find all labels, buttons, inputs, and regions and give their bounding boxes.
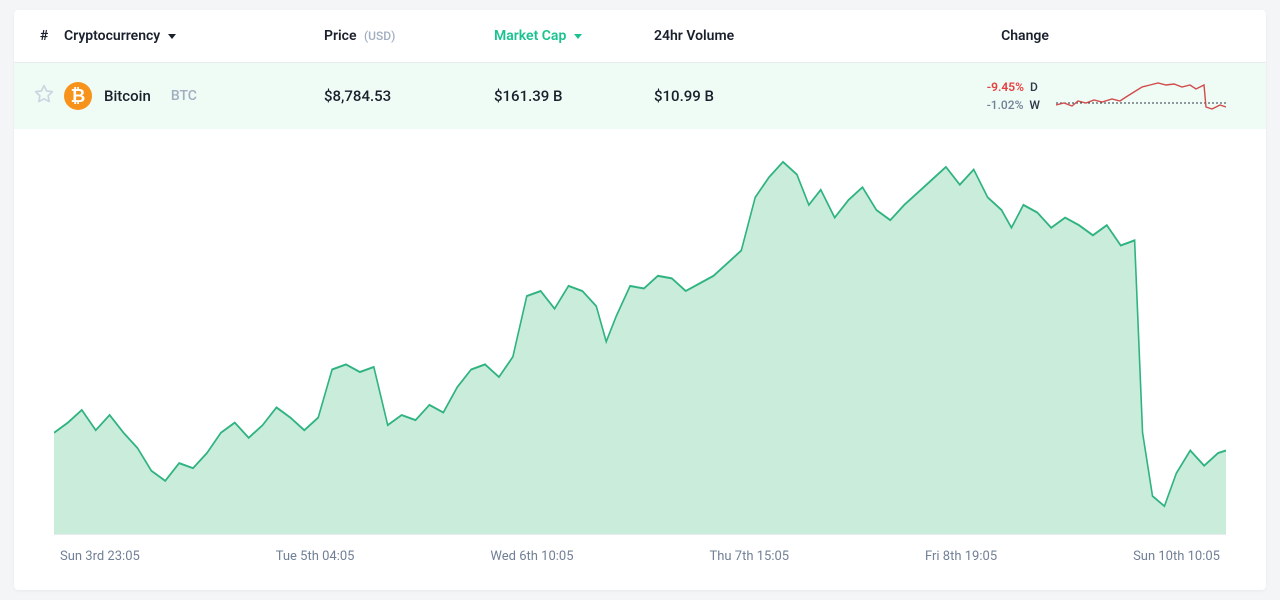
weekly-change-label: W: [1029, 98, 1040, 112]
marketcap-value: $161.39 B: [494, 87, 654, 105]
price-area-chart: [54, 129, 1226, 534]
daily-change-pct: -9.45%: [987, 80, 1024, 94]
sparkline-chart: [1056, 79, 1226, 113]
table-row[interactable]: ₿ Bitcoin BTC $8,784.53 $161.39 B $10.99…: [14, 63, 1266, 129]
favorite-star-button[interactable]: [24, 84, 64, 108]
col-price[interactable]: Price (USD): [324, 28, 494, 44]
col-marketcap-label: Market Cap: [494, 28, 566, 44]
col-change[interactable]: Change: [824, 28, 1256, 44]
col-marketcap[interactable]: Market Cap: [494, 28, 654, 44]
change-cell: -9.45% D -1.02% W: [824, 79, 1256, 113]
crypto-table-container: # Cryptocurrency Price (USD) Market Cap …: [14, 10, 1266, 590]
pct-block: -9.45% D -1.02% W: [987, 80, 1040, 112]
bitcoin-icon: ₿: [64, 82, 92, 110]
star-outline-icon: [34, 84, 54, 104]
x-axis-label: Tue 5th 04:05: [276, 549, 355, 564]
caret-down-icon: [168, 34, 176, 39]
x-axis-label: Fri 8th 19:05: [925, 549, 997, 564]
price-value: $8,784.53: [324, 87, 494, 105]
coin-cell[interactable]: ₿ Bitcoin BTC: [64, 82, 324, 110]
x-axis-label: Sun 10th 10:05: [1133, 549, 1220, 564]
volume-value: $10.99 B: [654, 87, 824, 105]
table-header: # Cryptocurrency Price (USD) Market Cap …: [14, 10, 1266, 63]
weekly-change-pct: -1.02%: [987, 98, 1024, 112]
col-cryptocurrency[interactable]: Cryptocurrency: [64, 28, 324, 44]
coin-name: Bitcoin: [104, 87, 151, 105]
col-price-suffix: (USD): [364, 29, 395, 43]
coin-symbol: BTC: [171, 88, 197, 104]
x-axis-label: Thu 7th 15:05: [709, 549, 789, 564]
main-chart-area: Sun 3rd 23:05 Tue 5th 04:05 Wed 6th 10:05 T…: [14, 129, 1266, 590]
col-volume[interactable]: 24hr Volume: [654, 28, 824, 44]
col-price-label: Price: [324, 28, 357, 44]
chart-x-axis: Sun 3rd 23:05 Tue 5th 04:05 Wed 6th 10:05 T…: [54, 534, 1226, 580]
daily-change-label: D: [1030, 80, 1038, 94]
x-axis-label: Sun 3rd 23:05: [60, 549, 140, 564]
col-cryptocurrency-label: Cryptocurrency: [64, 28, 160, 44]
x-axis-label: Wed 6th 10:05: [490, 549, 573, 564]
col-rank[interactable]: #: [24, 28, 64, 44]
caret-down-icon: [574, 34, 582, 39]
